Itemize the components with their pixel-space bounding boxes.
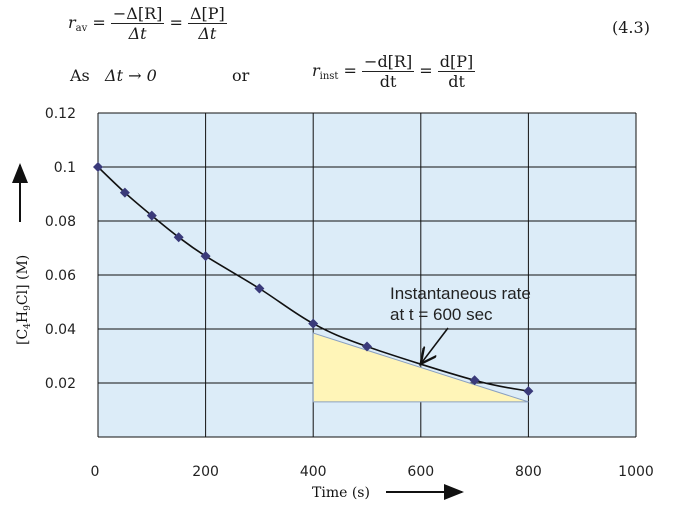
x-tick-label: 600 bbox=[407, 464, 434, 480]
x-axis-label: Time (s) bbox=[312, 485, 370, 501]
y-tick-label: 0.02 bbox=[45, 376, 76, 392]
annotation-arrow-icon bbox=[421, 327, 449, 364]
annotation-line-2: at t = 600 sec bbox=[390, 305, 493, 324]
y-tick-label: 0.04 bbox=[45, 322, 76, 338]
annotation-line-1: Instantaneous rate bbox=[390, 284, 531, 303]
decay-curve bbox=[97, 166, 529, 392]
data-point bbox=[254, 283, 265, 294]
rate-symbol: r bbox=[68, 13, 76, 32]
data-point bbox=[146, 210, 157, 221]
fraction-product: d[P] dt bbox=[437, 52, 476, 91]
data-point bbox=[362, 341, 372, 352]
rate-equation-instantaneous: rinst = −d[R] dt = d[P] dt bbox=[312, 52, 476, 91]
y-tick-labels: 0.02 0.04 0.06 0.08 0.1 0.12 bbox=[45, 106, 76, 392]
as-label: As bbox=[70, 66, 90, 85]
data-point bbox=[469, 375, 480, 386]
x-tick-label: 800 bbox=[515, 464, 542, 480]
x-tick-label: 200 bbox=[192, 464, 219, 480]
data-point bbox=[523, 386, 534, 397]
fraction-reactant: −Δ[R] Δt bbox=[110, 4, 165, 43]
x-tick-labels: 0 200 400 600 800 1000 bbox=[91, 464, 654, 480]
fraction-denominator: Δt bbox=[128, 24, 147, 43]
rate-subscript: inst bbox=[319, 71, 339, 82]
fraction-denominator: dt bbox=[379, 72, 397, 91]
data-point bbox=[200, 251, 211, 262]
data-point bbox=[119, 187, 130, 198]
y-axis-label: [C4H9Cl] (M) bbox=[15, 255, 33, 345]
x-tick-label: 0 bbox=[91, 464, 100, 480]
fraction-product: Δ[P] Δt bbox=[187, 4, 227, 43]
x-tick-label: 1000 bbox=[618, 464, 654, 480]
fraction-reactant: −d[R] dt bbox=[362, 52, 415, 91]
limit-expression: Δt → 0 bbox=[105, 66, 157, 85]
rate-equation-average: rav = −Δ[R] Δt = Δ[P] Δt bbox=[68, 4, 227, 43]
y-tick-label: 0.1 bbox=[54, 160, 76, 176]
or-label: or bbox=[232, 66, 250, 85]
limit-text: As Δt → 0 bbox=[70, 66, 157, 85]
fraction-numerator: −Δ[R] bbox=[110, 4, 165, 24]
y-tick-label: 0.06 bbox=[45, 268, 76, 284]
fraction-denominator: Δt bbox=[198, 24, 217, 43]
equation-number: (4.3) bbox=[612, 18, 650, 37]
rate-subscript: av bbox=[75, 23, 88, 34]
fraction-numerator: Δ[P] bbox=[187, 4, 227, 24]
data-point bbox=[93, 162, 103, 172]
data-point bbox=[308, 318, 319, 329]
fraction-denominator: dt bbox=[448, 72, 465, 91]
y-tick-label: 0.12 bbox=[45, 106, 76, 122]
y-tick-label: 0.08 bbox=[45, 214, 76, 230]
data-markers bbox=[93, 162, 534, 397]
rate-symbol: r bbox=[312, 61, 320, 80]
fraction-numerator: d[P] bbox=[437, 52, 476, 72]
fraction-numerator: −d[R] bbox=[362, 52, 415, 72]
x-tick-label: 400 bbox=[300, 464, 327, 480]
data-point bbox=[173, 232, 184, 243]
